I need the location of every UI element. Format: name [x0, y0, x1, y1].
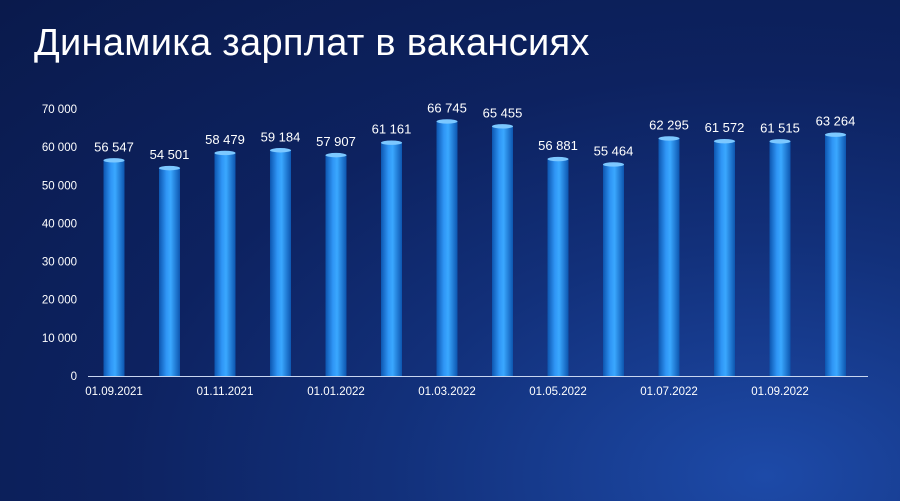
bar	[159, 168, 180, 376]
x-tick-label: 01.03.2022	[418, 386, 476, 398]
bar	[603, 164, 624, 376]
y-tick-label: 40 000	[42, 218, 77, 230]
bar	[825, 134, 846, 376]
y-tick-label: 10 000	[42, 333, 77, 345]
data-label: 65 455	[483, 105, 523, 120]
data-label: 57 907	[316, 134, 356, 149]
x-tick-label: 01.09.2022	[751, 386, 809, 398]
bar-cap	[492, 124, 513, 129]
bar-cap	[547, 156, 569, 162]
bar	[325, 155, 347, 376]
bar-cap	[769, 139, 791, 144]
page-title: Динамика зарплат в вакансиях	[34, 22, 590, 64]
bar	[714, 141, 735, 376]
bar-cap	[825, 132, 846, 137]
y-tick-label: 30 000	[42, 257, 77, 269]
bar	[214, 152, 236, 376]
bar-cap	[270, 148, 291, 153]
y-tick-label: 50 000	[42, 180, 77, 192]
bar-cap	[381, 140, 402, 145]
y-tick-label: 20 000	[42, 295, 77, 307]
bar	[547, 159, 569, 376]
bar-cap	[658, 136, 680, 141]
data-label: 61 515	[760, 120, 800, 135]
x-tick-label: 01.05.2022	[529, 386, 587, 398]
x-tick-label: 01.07.2022	[640, 386, 698, 398]
bar	[103, 160, 125, 376]
data-label: 56 547	[94, 139, 134, 154]
bar-cap	[159, 165, 180, 171]
y-tick-label: 0	[71, 371, 77, 383]
data-label: 59 184	[261, 129, 301, 144]
x-tick-label: 01.11.2021	[197, 386, 254, 398]
bar-cap	[103, 158, 125, 163]
x-tick-label: 01.01.2022	[307, 386, 365, 398]
data-label: 56 881	[538, 138, 578, 153]
data-label: 61 161	[372, 122, 412, 137]
data-label: 54 501	[150, 147, 190, 162]
bar-cap	[714, 138, 735, 144]
bar-cap	[214, 150, 236, 156]
bar	[436, 121, 458, 376]
y-tick-label: 60 000	[42, 142, 77, 154]
data-label: 62 295	[649, 117, 689, 132]
x-tick-label: 01.09.2021	[85, 386, 143, 398]
bar	[769, 141, 791, 376]
y-tick-label: 70 000	[42, 104, 77, 116]
bar-cap	[603, 162, 624, 167]
bar	[270, 150, 291, 376]
data-label: 55 464	[594, 143, 634, 158]
data-label: 61 572	[705, 120, 745, 135]
bar	[658, 138, 680, 376]
data-label: 63 264	[816, 114, 856, 129]
data-label: 66 745	[427, 100, 467, 115]
bar	[492, 126, 513, 376]
data-label: 58 479	[205, 132, 245, 147]
bar	[381, 142, 402, 376]
bar-cap	[436, 119, 458, 124]
bar-cap	[325, 152, 347, 158]
